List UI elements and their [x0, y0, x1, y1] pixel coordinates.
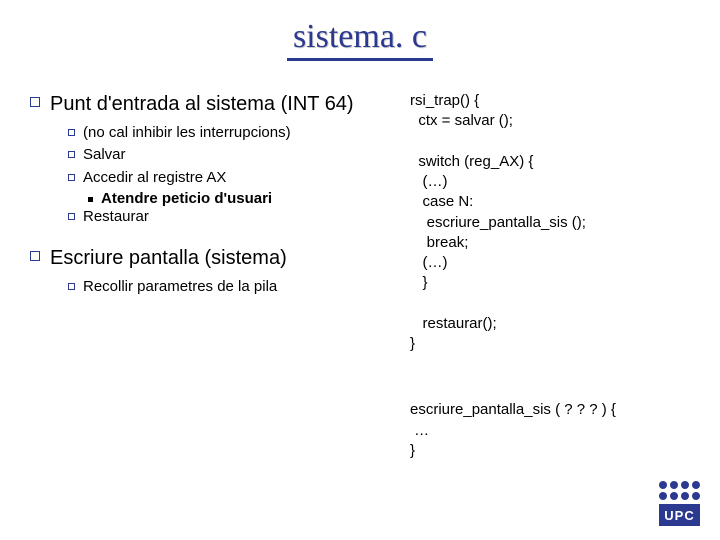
- square-bullet-icon: [30, 97, 40, 107]
- bullet-level2: (no cal inhibir les interrupcions): [68, 123, 400, 143]
- spacer: [410, 354, 680, 400]
- bullet-text: Punt d'entrada al sistema (INT 64): [50, 91, 354, 117]
- page-title: sistema. c: [287, 18, 433, 61]
- sublist: Recollir parametres de la pila: [68, 277, 400, 297]
- bullet-text: Atendre peticio d'usuari: [101, 190, 272, 207]
- square-dot-icon: [88, 197, 93, 202]
- bullet-text: Salvar: [83, 145, 126, 165]
- square-bullet-icon: [68, 283, 75, 290]
- title-wrap: sistema. c: [30, 18, 690, 61]
- bullet-level3: Atendre peticio d'usuari: [88, 190, 400, 207]
- columns: Punt d'entrada al sistema (INT 64) (no c…: [30, 91, 690, 461]
- sublist: (no cal inhibir les interrupcions) Salva…: [68, 123, 400, 227]
- bullet-level1: Escriure pantalla (sistema): [30, 245, 400, 271]
- logo-dots-icon: [659, 481, 700, 500]
- square-bullet-icon: [30, 251, 40, 261]
- bullet-text: Recollir parametres de la pila: [83, 277, 277, 297]
- code-block-1: rsi_trap() { ctx = salvar (); switch (re…: [410, 91, 680, 354]
- square-bullet-icon: [68, 174, 75, 181]
- left-column: Punt d'entrada al sistema (INT 64) (no c…: [30, 91, 400, 461]
- logo-label: UPC: [659, 504, 700, 526]
- bullet-level2: Accedir al registre AX: [68, 168, 400, 188]
- bullet-text: Restaurar: [83, 207, 149, 227]
- right-column: rsi_trap() { ctx = salvar (); switch (re…: [400, 91, 680, 461]
- square-bullet-icon: [68, 151, 75, 158]
- bullet-level2: Salvar: [68, 145, 400, 165]
- upc-logo: UPC: [659, 481, 700, 526]
- code-block-2: escriure_pantalla_sis ( ? ? ? ) { … }: [410, 400, 680, 461]
- bullet-level2: Restaurar: [68, 207, 400, 227]
- bullet-text: (no cal inhibir les interrupcions): [83, 123, 291, 143]
- bullet-level1: Punt d'entrada al sistema (INT 64): [30, 91, 400, 117]
- square-bullet-icon: [68, 129, 75, 136]
- square-bullet-icon: [68, 213, 75, 220]
- bullet-text: Accedir al registre AX: [83, 168, 226, 188]
- bullet-level2: Recollir parametres de la pila: [68, 277, 400, 297]
- slide: sistema. c Punt d'entrada al sistema (IN…: [0, 0, 720, 540]
- subsublist: Atendre peticio d'usuari: [88, 190, 400, 207]
- bullet-text: Escriure pantalla (sistema): [50, 245, 287, 271]
